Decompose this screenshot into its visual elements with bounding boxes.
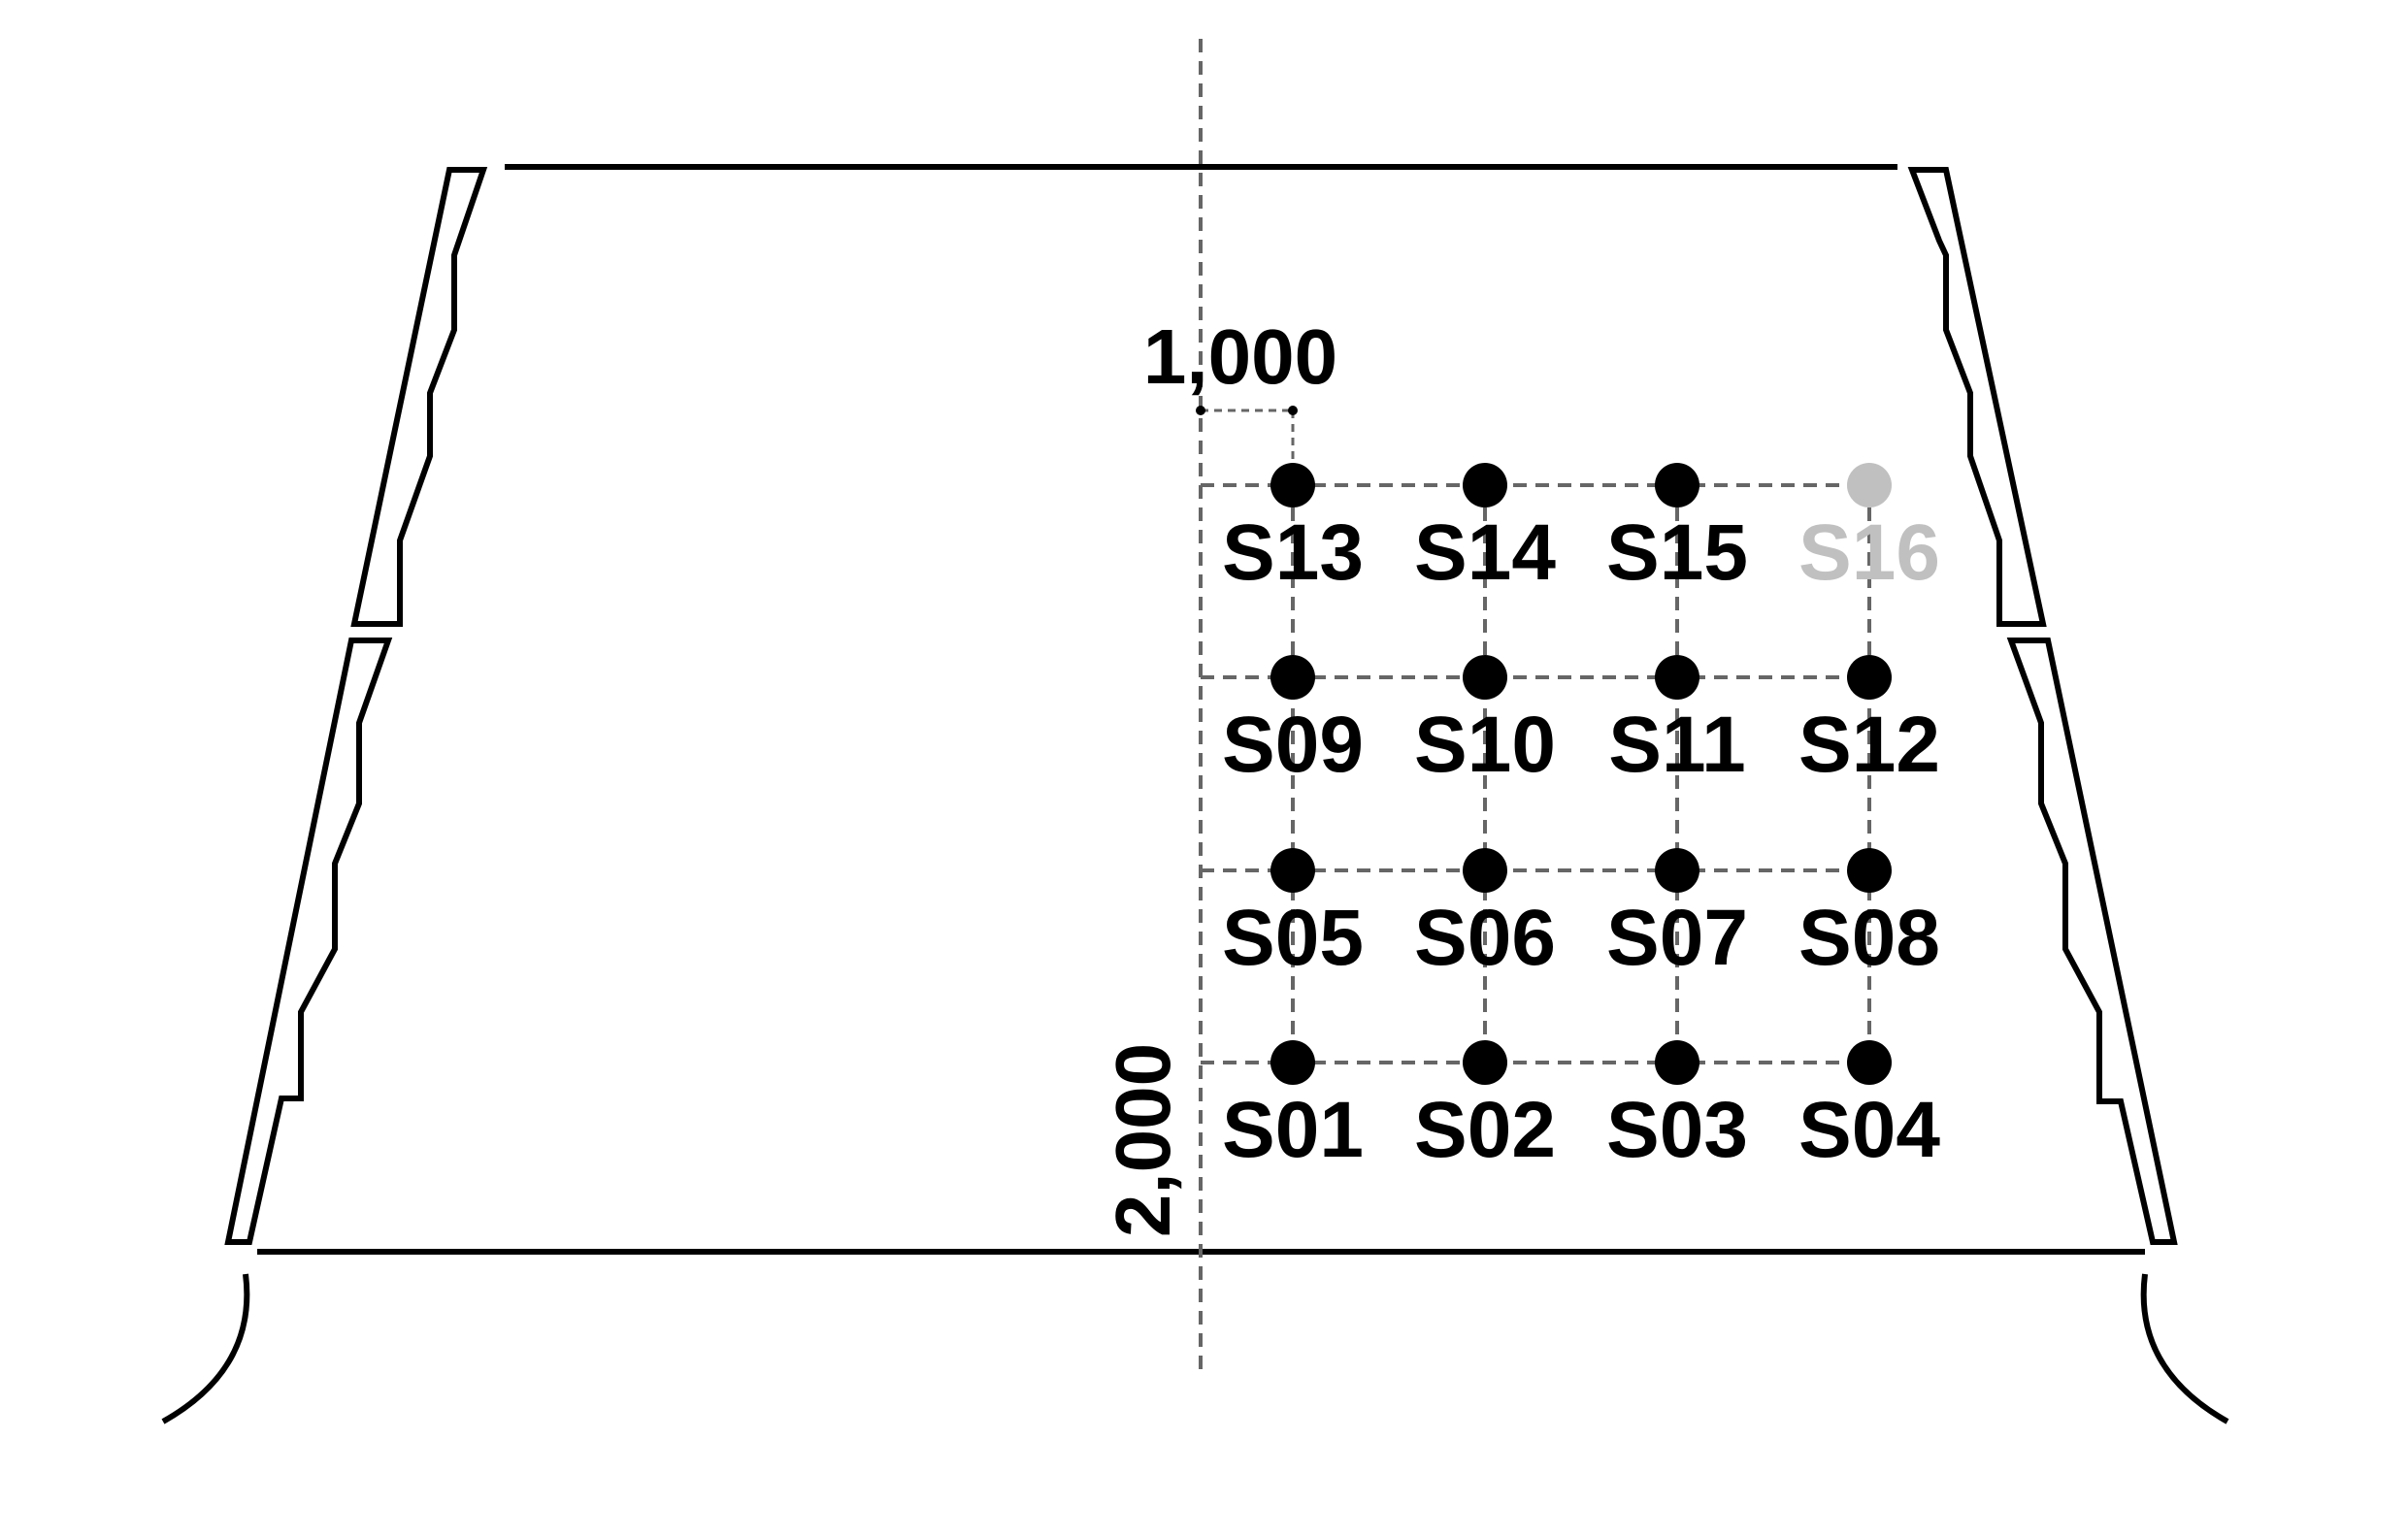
left-upper-wall [350,167,488,627]
dimension-annotations: 1,000 2,000 [1100,313,1337,1237]
sensor-point [1655,848,1699,893]
sensor-label: S01 [1222,1086,1364,1174]
sensor-label: S05 [1222,894,1364,982]
sensor-point [1463,1040,1507,1085]
sensor-grid: S01 S02 S03 S04 S05 S06 S07 S08 S09 S10 S11 S12 S13 S… [1222,463,1940,1174]
vertical-dimension-label: 2,000 [1100,1043,1186,1237]
sensor-label: S02 [1414,1086,1556,1174]
sensor-point [1655,463,1699,507]
sensor-label: S08 [1798,894,1940,982]
sensor-label: S16 [1798,508,1940,597]
sensor-point [1463,463,1507,507]
sensor-label: S12 [1798,701,1940,789]
sensor-label: S03 [1606,1086,1748,1174]
structure-outline [161,164,2229,1424]
right-footing-curve [2140,1273,2229,1424]
left-footing-curve [161,1273,250,1424]
sensor-label: S13 [1222,508,1364,597]
sensor-point [1847,848,1892,893]
sensor-point [1463,655,1507,700]
sensor-point [1270,848,1315,893]
sensor-label: S14 [1414,508,1556,597]
sensor-label: S10 [1414,701,1556,789]
sensor-point [1847,1040,1892,1085]
sensor-point [1655,655,1699,700]
dimension-end-dot [1288,406,1298,415]
sensor-point [1847,655,1892,700]
grid-lines [1196,39,1871,1373]
sensor-label: S07 [1606,894,1748,982]
right-lower-wall [2006,638,2178,1245]
sensor-label: S11 [1608,701,1745,789]
sensor-point [1270,655,1315,700]
sensor-point [1270,463,1315,507]
sensor-label: S15 [1606,508,1748,597]
sensor-label: S04 [1798,1086,1940,1174]
sensor-label: S06 [1414,894,1556,982]
horizontal-dimension-label: 1,000 [1143,313,1337,400]
dimension-end-dot [1196,406,1205,415]
sensor-label: S09 [1222,701,1364,789]
sensor-point [1270,1040,1315,1085]
sensor-point [1463,848,1507,893]
right-upper-wall [1907,167,2047,627]
sensor-point [1847,463,1892,507]
sensor-point [1655,1040,1699,1085]
left-lower-wall [224,638,393,1245]
